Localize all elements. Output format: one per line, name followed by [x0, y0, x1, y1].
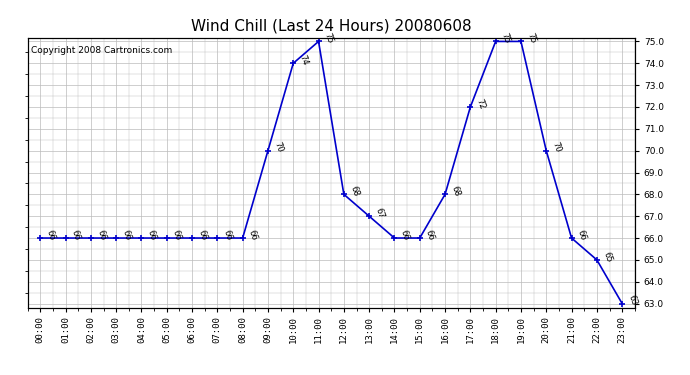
Text: 66: 66 [70, 228, 82, 242]
Text: 66: 66 [575, 228, 588, 242]
Title: Wind Chill (Last 24 Hours) 20080608: Wind Chill (Last 24 Hours) 20080608 [191, 18, 471, 33]
Text: 75: 75 [323, 32, 335, 45]
Text: 66: 66 [424, 228, 436, 242]
Text: 70: 70 [272, 141, 284, 154]
Text: 68: 68 [449, 184, 462, 198]
Text: 72: 72 [475, 97, 486, 110]
Text: 66: 66 [44, 228, 57, 242]
Text: 66: 66 [247, 228, 259, 242]
Text: 68: 68 [348, 184, 360, 198]
Text: 67: 67 [373, 206, 386, 220]
Text: Copyright 2008 Cartronics.com: Copyright 2008 Cartronics.com [30, 46, 172, 55]
Text: 66: 66 [146, 228, 158, 242]
Text: 66: 66 [399, 228, 411, 242]
Text: 65: 65 [601, 250, 613, 263]
Text: 75: 75 [525, 32, 538, 45]
Text: 66: 66 [95, 228, 107, 242]
Text: 63: 63 [627, 294, 638, 307]
Text: 74: 74 [297, 54, 310, 67]
Text: 66: 66 [171, 228, 183, 242]
Text: 66: 66 [120, 228, 132, 242]
Text: 66: 66 [196, 228, 208, 242]
Text: 66: 66 [221, 228, 234, 242]
Text: 75: 75 [500, 32, 512, 45]
Text: 70: 70 [551, 141, 562, 154]
